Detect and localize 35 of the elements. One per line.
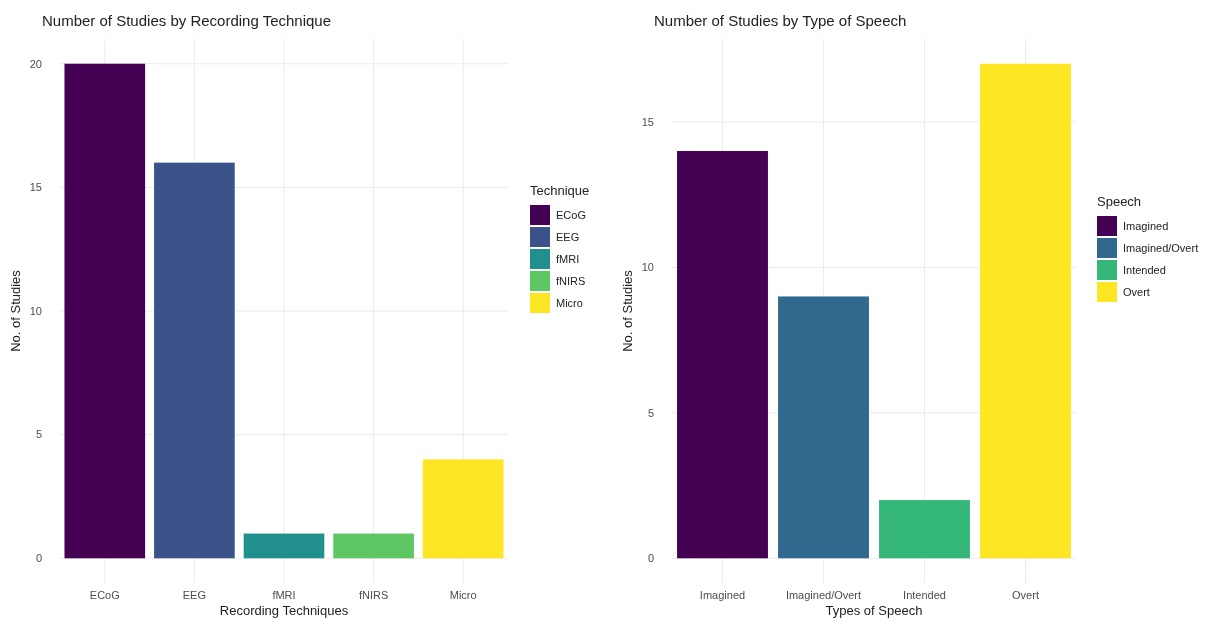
legend-label: Imagined/Overt	[1123, 241, 1199, 254]
chart-title: Number of Studies by Recording Technique	[42, 12, 332, 29]
x-tick-label: EEG	[182, 589, 207, 601]
y-tick-label: 10	[641, 261, 654, 274]
x-tick-label: fNIRS	[358, 589, 389, 601]
legend-label: Intended	[1123, 263, 1166, 276]
x-tick-label: Micro	[449, 589, 477, 601]
legend-label: Overt	[1123, 285, 1150, 298]
y-tick-label: 15	[29, 181, 42, 194]
x-axis-title: Types of Speech	[825, 603, 923, 618]
x-tick-label: Imagined/Overt	[785, 589, 862, 601]
x-tick-label: Overt	[1012, 589, 1039, 601]
legend-title: Technique	[530, 183, 590, 198]
x-tick-label: Intended	[903, 589, 946, 601]
y-tick-label: 20	[29, 57, 42, 70]
y-tick-label: 0	[35, 552, 42, 565]
x-tick-label: Imagined	[699, 589, 746, 601]
x-tick-label: fMRI	[272, 589, 296, 601]
chart-title: Number of Studies by Type of Speech	[654, 12, 907, 29]
x-tick-label: ECoG	[89, 589, 120, 601]
y-tick-label: 15	[641, 115, 654, 128]
y-axis-title: No. of Studies	[620, 269, 635, 352]
y-tick-label: 5	[35, 428, 42, 441]
legend-label: EEG	[556, 230, 580, 243]
legend-label: fNIRS	[556, 274, 586, 287]
legend-label: ECoG	[556, 208, 586, 221]
legend-title: Speech	[1097, 194, 1142, 209]
x-axis-title: Recording Techniques	[219, 603, 349, 618]
y-tick-label: 5	[647, 406, 654, 419]
legend-label: fMRI	[556, 252, 580, 265]
legend-label: Imagined	[1123, 219, 1169, 232]
y-tick-label: 0	[647, 552, 654, 565]
y-tick-label: 10	[29, 304, 42, 317]
legend-label: Micro	[556, 296, 583, 309]
y-axis-title: No. of Studies	[8, 269, 23, 352]
